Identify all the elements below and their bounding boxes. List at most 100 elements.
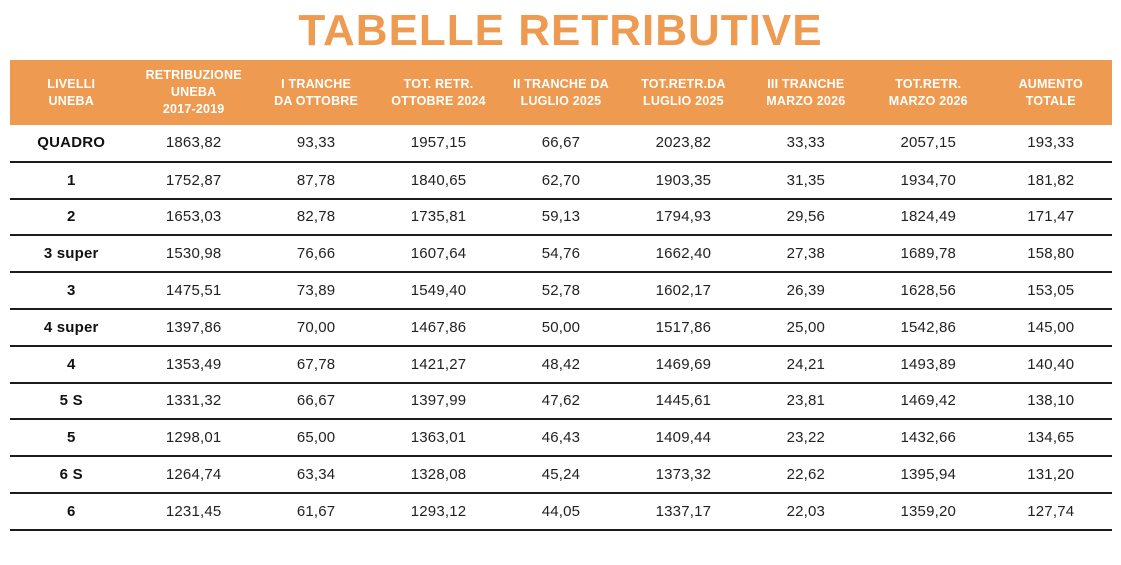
value-cell: 54,76 [499, 235, 623, 274]
level-cell: 1 [10, 161, 133, 200]
value-cell: 1397,86 [132, 308, 255, 347]
value-cell: 1957,15 [377, 125, 500, 163]
table-row: QUADRO 1863,82 93,33 1957,15 66,67 2023,82 33,… [10, 125, 1112, 163]
value-cell: 1421,27 [377, 345, 500, 384]
value-cell: 171,47 [989, 198, 1112, 237]
column-header: III TRANCHE MARZO 2026 [744, 60, 868, 125]
value-cell: 1469,69 [622, 345, 745, 384]
level-cell: 5 S [10, 382, 133, 421]
table-row: 4 1353,49 67,78 1421,27 48,42 1469,69 24,21 149… [10, 345, 1112, 384]
page-title: TABELLE RETRIBUTIVE [298, 6, 823, 55]
value-cell: 1607,64 [377, 235, 500, 274]
value-cell: 2057,15 [867, 125, 990, 163]
level-cell: 3 [10, 272, 133, 310]
value-cell: 1863,82 [132, 125, 255, 163]
value-cell: 1493,89 [867, 345, 990, 384]
value-cell: 59,13 [499, 198, 623, 237]
value-cell: 1337,17 [622, 492, 745, 531]
value-cell: 1475,51 [132, 272, 255, 310]
value-cell: 131,20 [989, 456, 1112, 494]
value-cell: 153,05 [989, 272, 1112, 310]
value-cell: 23,22 [744, 419, 868, 458]
header-row: LIVELLI UNEBA RETRIBUZIONE UNEBA 2017-201… [10, 60, 1112, 125]
value-cell: 1445,61 [622, 382, 745, 421]
value-cell: 31,35 [744, 161, 868, 200]
table-row: 6 1231,45 61,67 1293,12 44,05 1337,17 22,03 135… [10, 492, 1112, 531]
table-row: 3 super 1530,98 76,66 1607,64 54,76 1662,40 27… [10, 235, 1112, 274]
table-row: 5 1298,01 65,00 1363,01 46,43 1409,44 23,22 143… [10, 419, 1112, 458]
level-cell: 5 [10, 419, 133, 458]
value-cell: 1328,08 [377, 456, 500, 494]
table-row: 6 S 1264,74 63,34 1328,08 45,24 1373,32 22,62 1… [10, 456, 1112, 494]
column-header: LIVELLI UNEBA [10, 60, 133, 125]
value-cell: 1467,86 [377, 308, 500, 347]
value-cell: 73,89 [254, 272, 378, 310]
table-row: 5 S 1331,32 66,67 1397,99 47,62 1445,61 23,81 1… [10, 382, 1112, 421]
value-cell: 29,56 [744, 198, 868, 237]
level-cell: 4 [10, 345, 133, 384]
table-row: 1 1752,87 87,78 1840,65 62,70 1903,35 31,35 193… [10, 161, 1112, 200]
value-cell: 63,34 [254, 456, 378, 494]
value-cell: 1542,86 [867, 308, 990, 347]
value-cell: 48,42 [499, 345, 623, 384]
value-cell: 46,43 [499, 419, 623, 458]
value-cell: 140,40 [989, 345, 1112, 384]
value-cell: 1373,32 [622, 456, 745, 494]
column-header: I TRANCHE DA OTTOBRE [254, 60, 378, 125]
value-cell: 2023,82 [622, 125, 745, 163]
salary-table: LIVELLI UNEBA RETRIBUZIONE UNEBA 2017-201… [10, 60, 1112, 531]
column-header: TOT. RETR. OTTOBRE 2024 [377, 60, 500, 125]
value-cell: 76,66 [254, 235, 378, 274]
value-cell: 1653,03 [132, 198, 255, 237]
value-cell: 25,00 [744, 308, 868, 347]
value-cell: 1662,40 [622, 235, 745, 274]
column-header: TOT.RETR. MARZO 2026 [867, 60, 990, 125]
value-cell: 1331,32 [132, 382, 255, 421]
value-cell: 1409,44 [622, 419, 745, 458]
value-cell: 138,10 [989, 382, 1112, 421]
value-cell: 1359,20 [867, 492, 990, 531]
value-cell: 1353,49 [132, 345, 255, 384]
value-cell: 1628,56 [867, 272, 990, 310]
value-cell: 52,78 [499, 272, 623, 310]
value-cell: 93,33 [254, 125, 378, 163]
value-cell: 1530,98 [132, 235, 255, 274]
value-cell: 1794,93 [622, 198, 745, 237]
value-cell: 1397,99 [377, 382, 500, 421]
value-cell: 50,00 [499, 308, 623, 347]
value-cell: 1264,74 [132, 456, 255, 494]
value-cell: 1231,45 [132, 492, 255, 531]
table-row: 3 1475,51 73,89 1549,40 52,78 1602,17 26,39 162… [10, 272, 1112, 310]
value-cell: 22,03 [744, 492, 868, 531]
value-cell: 1689,78 [867, 235, 990, 274]
table-row: 4 super 1397,86 70,00 1467,86 50,00 1517,86 25… [10, 308, 1112, 347]
value-cell: 1840,65 [377, 161, 500, 200]
value-cell: 1363,01 [377, 419, 500, 458]
value-cell: 1469,42 [867, 382, 990, 421]
value-cell: 44,05 [499, 492, 623, 531]
value-cell: 26,39 [744, 272, 868, 310]
value-cell: 66,67 [499, 125, 623, 163]
value-cell: 181,82 [989, 161, 1112, 200]
value-cell: 87,78 [254, 161, 378, 200]
value-cell: 24,21 [744, 345, 868, 384]
value-cell: 1735,81 [377, 198, 500, 237]
value-cell: 61,67 [254, 492, 378, 531]
value-cell: 67,78 [254, 345, 378, 384]
value-cell: 1432,66 [867, 419, 990, 458]
value-cell: 22,62 [744, 456, 868, 494]
value-cell: 65,00 [254, 419, 378, 458]
value-cell: 1903,35 [622, 161, 745, 200]
value-cell: 1549,40 [377, 272, 500, 310]
level-cell: QUADRO [10, 125, 133, 163]
level-cell: 6 S [10, 456, 133, 494]
column-header: II TRANCHE DA LUGLIO 2025 [499, 60, 623, 125]
value-cell: 1824,49 [867, 198, 990, 237]
level-cell: 2 [10, 198, 133, 237]
value-cell: 1298,01 [132, 419, 255, 458]
value-cell: 145,00 [989, 308, 1112, 347]
value-cell: 1934,70 [867, 161, 990, 200]
value-cell: 1293,12 [377, 492, 500, 531]
column-header: TOT.RETR.DA LUGLIO 2025 [622, 60, 745, 125]
